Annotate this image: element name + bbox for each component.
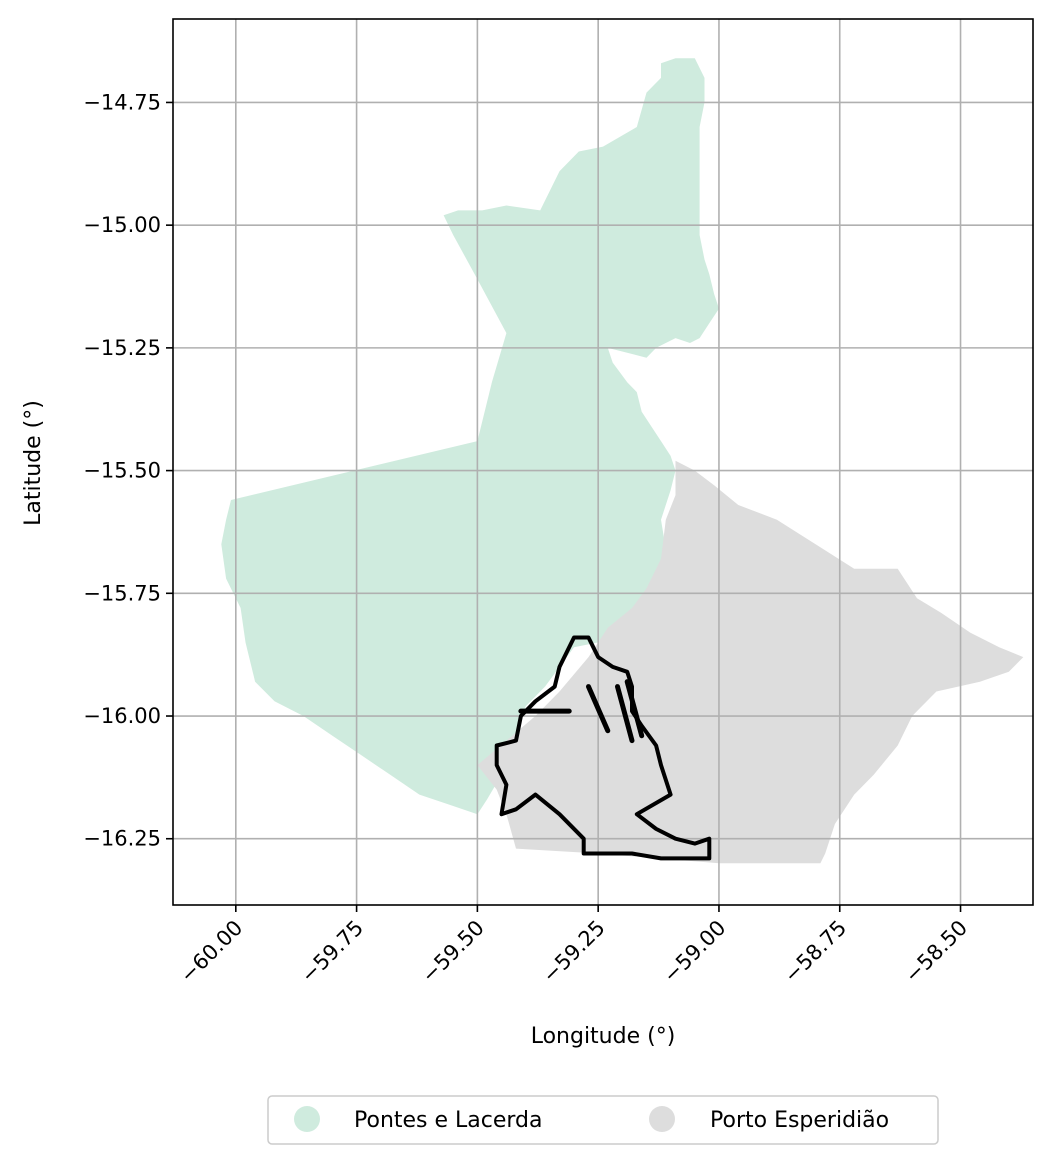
y-tick-label: −15.00 xyxy=(83,213,161,237)
legend-marker-pontes-e-lacerda xyxy=(294,1106,320,1132)
y-tick-label: −15.25 xyxy=(83,336,161,360)
y-axis-ticks: −14.75 −15.00 −15.25 −15.50 −15.75 −16.00 −16.… xyxy=(83,90,173,851)
axes-frame xyxy=(172,18,1034,906)
map-layers xyxy=(173,19,1033,905)
legend: Pontes e Lacerda Porto Esperidião xyxy=(267,1095,939,1145)
highlight-outline xyxy=(494,635,712,861)
y-tick-label: −15.75 xyxy=(83,581,161,605)
legend-label-porto-esperidiao: Porto Esperidião xyxy=(710,1108,889,1133)
grid xyxy=(173,19,1033,905)
region-porto-esperidiao xyxy=(477,460,1024,864)
y-tick-label: −16.00 xyxy=(83,704,161,728)
region-pontes-e-lacerda xyxy=(221,58,720,815)
y-tick-label: −15.50 xyxy=(83,459,161,483)
outline-strip xyxy=(624,679,645,739)
y-axis-label: Latitude (°) xyxy=(21,400,46,526)
y-tick-label: −16.25 xyxy=(83,827,161,851)
plot-area xyxy=(172,18,1034,906)
legend-label-pontes-e-lacerda: Pontes e Lacerda xyxy=(354,1108,543,1133)
legend-box xyxy=(267,1095,939,1145)
outline-strip xyxy=(586,684,611,734)
outline-strip xyxy=(615,684,635,744)
y-tick-label: −14.75 xyxy=(83,90,161,114)
x-axis-label: Longitude (°) xyxy=(531,1024,676,1049)
legend-marker-porto-esperidiao xyxy=(649,1106,675,1132)
